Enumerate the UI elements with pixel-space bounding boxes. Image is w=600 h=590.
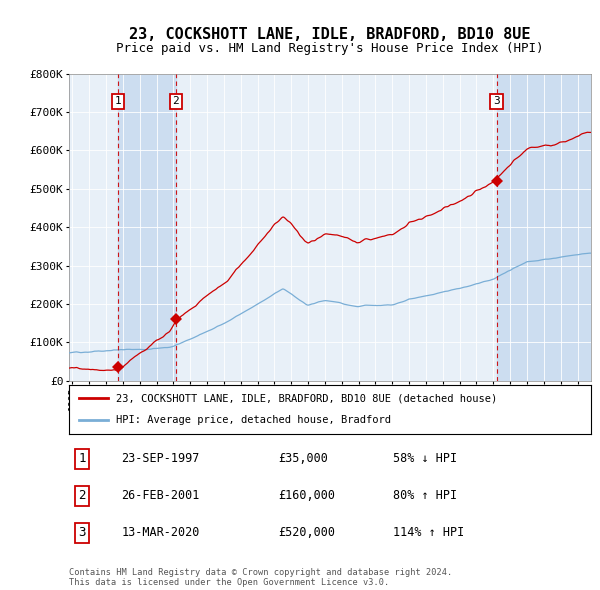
Bar [497,74,591,381]
Text: £520,000: £520,000 [278,526,335,539]
Text: 26-FEB-2001: 26-FEB-2001 [121,489,200,502]
Text: HPI: Average price, detached house, Bradford: HPI: Average price, detached house, Brad… [116,415,391,425]
Text: Contains HM Land Registry data © Crown copyright and database right 2024.
This d: Contains HM Land Registry data © Crown c… [69,568,452,587]
Text: 23, COCKSHOTT LANE, IDLE, BRADFORD, BD10 8UE: 23, COCKSHOTT LANE, IDLE, BRADFORD, BD10… [129,27,531,41]
Text: 114% ↑ HPI: 114% ↑ HPI [392,526,464,539]
Text: 13-MAR-2020: 13-MAR-2020 [121,526,200,539]
Text: 3: 3 [78,526,86,539]
Text: 58% ↓ HPI: 58% ↓ HPI [392,452,457,465]
Text: 23, COCKSHOTT LANE, IDLE, BRADFORD, BD10 8UE (detached house): 23, COCKSHOTT LANE, IDLE, BRADFORD, BD10… [116,394,497,404]
Bar [118,74,176,381]
Text: 2: 2 [173,96,179,106]
Text: 1: 1 [78,452,86,465]
Text: 1: 1 [115,96,122,106]
Text: 80% ↑ HPI: 80% ↑ HPI [392,489,457,502]
Text: £35,000: £35,000 [278,452,328,465]
Text: 2: 2 [78,489,86,502]
Text: Price paid vs. HM Land Registry's House Price Index (HPI): Price paid vs. HM Land Registry's House … [116,42,544,55]
Text: 3: 3 [493,96,500,106]
Text: 23-SEP-1997: 23-SEP-1997 [121,452,200,465]
Text: £160,000: £160,000 [278,489,335,502]
